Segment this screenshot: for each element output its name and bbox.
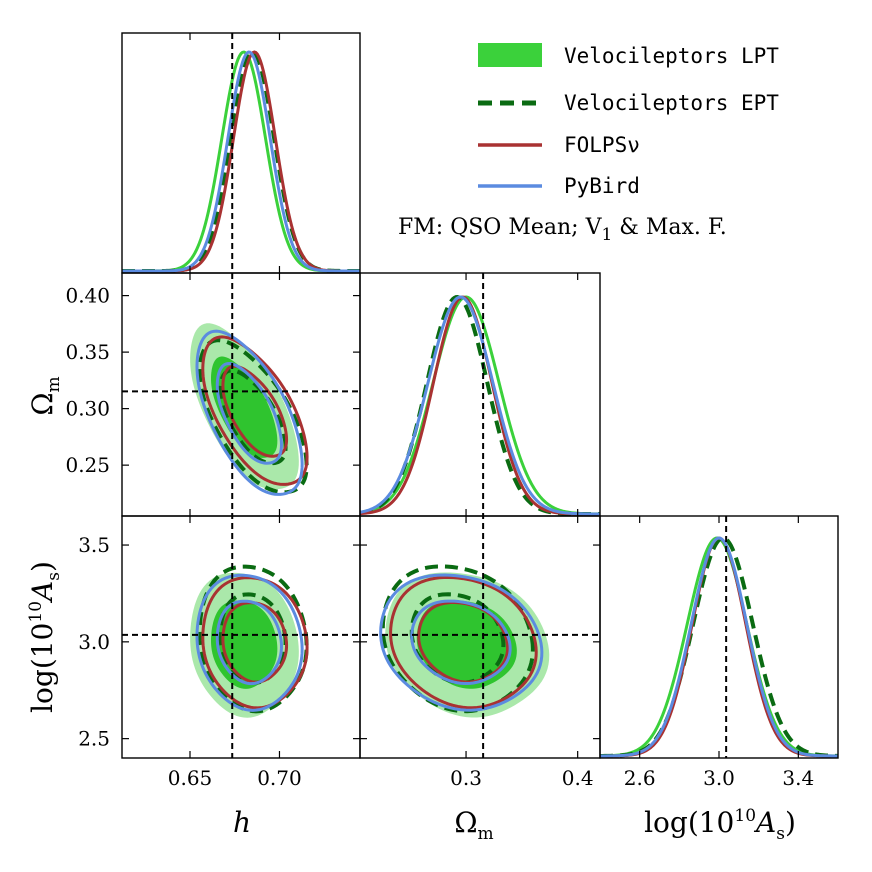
y-tick-label-om-1: 0.30 bbox=[65, 397, 110, 421]
tick-labels: 0.65 0.70 0.3 0.4 2.6 3.0 3.4 0.25 0.30 0.35 0.40 2… bbox=[65, 284, 814, 790]
contour-1sigma-line-h-as-2 bbox=[221, 601, 289, 684]
posterior-fills bbox=[190, 323, 550, 718]
y-tick-label-as-1: 3.0 bbox=[78, 630, 110, 654]
x-axis-label-h: h bbox=[233, 806, 251, 839]
x-tick-label-h-0: 0.65 bbox=[168, 766, 213, 790]
x-tick-label-om-1: 0.4 bbox=[562, 766, 594, 790]
contour-1sigma-line-h-om-3 bbox=[215, 362, 283, 465]
contour-2sigma-line-om-as-3 bbox=[379, 573, 544, 712]
y-tick-label-om-0: 0.25 bbox=[65, 453, 110, 477]
x-tick-label-as-2: 3.4 bbox=[782, 766, 814, 790]
x-tick-label-om-0: 0.3 bbox=[450, 766, 482, 790]
panel-frame-om-om bbox=[359, 272, 601, 517]
x-tick-label-h-1: 0.70 bbox=[257, 766, 302, 790]
legend-label-ept: Velocileptors EPT bbox=[564, 91, 779, 115]
marginal-h-3 bbox=[122, 50, 360, 273]
contour-1sigma-line-h-om-2 bbox=[221, 364, 289, 458]
posterior-lines bbox=[122, 49, 838, 758]
contour-1sigma-fill-h-om-0 bbox=[210, 356, 278, 458]
marginal-as-0 bbox=[600, 536, 838, 758]
contour-2sigma-line-om-as-2 bbox=[389, 575, 538, 710]
x-axis-label-as: log(1010As) bbox=[644, 806, 796, 844]
marginal-as-2 bbox=[600, 536, 838, 758]
contour-1sigma-line-h-as-3 bbox=[215, 599, 283, 686]
legend: Velocileptors LPT Velocileptors EPT FOLP… bbox=[478, 43, 779, 198]
y-axis-label-om: Ωm bbox=[26, 376, 64, 415]
legend-swatch-lpt bbox=[478, 43, 542, 67]
y-tick-label-as-2: 3.5 bbox=[78, 533, 110, 557]
contour-2sigma-line-h-om-2 bbox=[201, 335, 309, 486]
legend-label-pybird: PyBird bbox=[564, 174, 640, 198]
y-tick-label-om-2: 0.35 bbox=[65, 340, 110, 364]
marginal-om-0 bbox=[360, 295, 600, 516]
y-tick-label-as-0: 2.5 bbox=[78, 727, 110, 751]
legend-label-folps: FOLPSν bbox=[564, 133, 640, 157]
y-axis-label-as: log(1010As) bbox=[26, 561, 64, 713]
x-axis-label-om: Ωm bbox=[454, 806, 493, 844]
x-tick-label-as-0: 2.6 bbox=[624, 766, 656, 790]
tick-marks bbox=[122, 33, 799, 758]
marginal-h-2 bbox=[122, 50, 360, 273]
contour-1sigma-line-om-as-3 bbox=[410, 599, 512, 686]
annotation-text: FM: QSO Mean; V1 & Max. F. bbox=[398, 215, 727, 245]
contour-2sigma-line-h-as-1 bbox=[197, 564, 309, 714]
x-tick-label-as-1: 3.0 bbox=[703, 766, 735, 790]
marginal-as-1 bbox=[600, 536, 838, 758]
contour-1sigma-fill-om-as-0 bbox=[416, 600, 517, 689]
contour-2sigma-line-h-om-3 bbox=[195, 329, 304, 496]
marginal-om-3 bbox=[360, 295, 600, 516]
legend-label-lpt: Velocileptors LPT bbox=[564, 44, 779, 68]
y-tick-label-om-3: 0.40 bbox=[65, 284, 110, 308]
marginal-as-3 bbox=[600, 536, 838, 758]
panel-frame-as-as bbox=[599, 515, 839, 759]
